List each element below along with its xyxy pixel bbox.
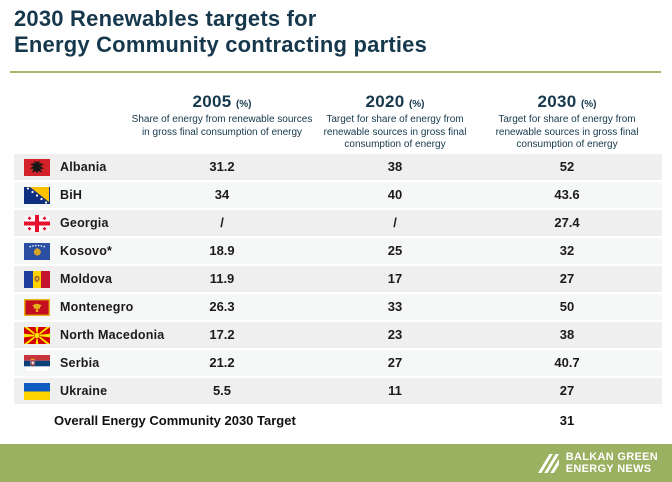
country-name: Albania — [60, 160, 107, 174]
value-2030: 43.6 — [554, 187, 580, 202]
value-2005: 31.2 — [209, 159, 235, 174]
value-2020: 38 — [387, 159, 403, 174]
value-2020: 23 — [387, 327, 403, 342]
table-row-kosovo: Kosovo* 18.9 25 32 — [14, 238, 662, 264]
table-row-montenegro: Montenegro 26.3 33 50 — [14, 294, 662, 320]
brand-text: BALKAN GREEN ENERGY NEWS — [565, 451, 658, 475]
value-2030: 27 — [559, 383, 575, 398]
moldova-flag-icon — [24, 270, 50, 288]
bih-flag-icon — [24, 186, 50, 204]
value-2020: / — [393, 215, 397, 230]
value-2005: 5.5 — [212, 383, 232, 398]
column-description: Target for share of energy from renewabl… — [495, 114, 639, 150]
table-row-albania: Albania 31.2 38 52 — [14, 154, 662, 180]
column-header-2030: 2030 (%) Target for share of energy from… — [475, 92, 659, 152]
value-2030: 40.7 — [554, 355, 580, 370]
country-name: Kosovo* — [60, 244, 113, 258]
table-row-ukraine: Ukraine 5.5 11 27 — [14, 378, 662, 404]
column-year: 2030 — [537, 92, 577, 111]
column-description: Share of energy from renewable sources i… — [131, 114, 313, 138]
value-2005: 17.2 — [209, 327, 235, 342]
value-2030: 27.4 — [554, 215, 580, 230]
albania-flag-icon — [24, 158, 50, 176]
value-2005: 21.2 — [209, 355, 235, 370]
value-2020: 33 — [387, 299, 403, 314]
page-title: 2030 Renewables targets for Energy Commu… — [14, 6, 654, 58]
value-2020: 17 — [387, 271, 403, 286]
page-title-line2: Energy Community contracting parties — [14, 32, 428, 57]
country-name: Montenegro — [60, 300, 134, 314]
country-name: North Macedonia — [60, 328, 165, 342]
value-2005: 34 — [214, 187, 230, 202]
column-unit: (%) — [580, 99, 597, 110]
country-name: BiH — [60, 188, 83, 202]
column-year: 2020 — [365, 92, 405, 111]
title-divider — [10, 71, 661, 73]
value-2030: 32 — [559, 243, 575, 258]
value-2020: 27 — [387, 355, 403, 370]
value-2030: 50 — [559, 299, 575, 314]
column-header-2005: 2005 (%) Share of energy from renewable … — [130, 92, 314, 139]
brand-line1: BALKAN GREEN — [565, 451, 658, 463]
montenegro-flag-icon — [24, 298, 50, 316]
value-2005: 18.9 — [209, 243, 235, 258]
summary-label: Overall Energy Community 2030 Target — [54, 413, 296, 428]
table-row-serbia: Serbia 21.2 27 40.7 — [14, 350, 662, 376]
column-unit: (%) — [235, 99, 252, 110]
brand-logo: BALKAN GREEN ENERGY NEWS — [537, 451, 658, 475]
value-2030: 52 — [559, 159, 575, 174]
table-row-north-macedonia: North Macedonia 17.2 23 38 — [14, 322, 662, 348]
value-2005: / — [220, 215, 224, 230]
value-2030: 27 — [559, 271, 575, 286]
serbia-flag-icon — [24, 354, 50, 372]
kosovo-flag-icon — [24, 242, 50, 260]
country-name: Serbia — [60, 356, 100, 370]
brand-line2: ENERGY NEWS — [565, 462, 652, 475]
country-name: Georgia — [60, 216, 109, 230]
north-macedonia-flag-icon — [24, 326, 50, 344]
value-2020: 11 — [388, 383, 402, 398]
value-2005: 11.9 — [209, 271, 235, 286]
page-title-line1: 2030 Renewables targets for — [14, 6, 317, 31]
country-name: Moldova — [60, 272, 113, 286]
summary-row: Overall Energy Community 2030 Target 31 — [14, 406, 662, 436]
balkan-green-energy-news-icon — [537, 453, 559, 474]
country-name: Ukraine — [60, 384, 108, 398]
column-description: Target for share of energy from renewabl… — [323, 114, 467, 150]
summary-value-2030: 31 — [559, 413, 575, 428]
value-2020: 40 — [387, 187, 403, 202]
column-year: 2005 — [192, 92, 232, 111]
value-2020: 25 — [387, 243, 403, 258]
table-row-moldova: Moldova 11.9 17 27 — [14, 266, 662, 292]
country-table: Albania 31.2 38 52 BiH 34 40 43.6 — [14, 154, 662, 406]
table-row-georgia: Georgia / / 27.4 — [14, 210, 662, 236]
table-row-bih: BiH 34 40 43.6 — [14, 182, 662, 208]
footer-bar: BALKAN GREEN ENERGY NEWS — [0, 444, 672, 482]
column-unit: (%) — [408, 99, 425, 110]
column-header-2020: 2020 (%) Target for share of energy from… — [303, 92, 487, 152]
georgia-flag-icon — [24, 214, 50, 232]
value-2030: 38 — [559, 327, 575, 342]
value-2005: 26.3 — [209, 299, 235, 314]
ukraine-flag-icon — [24, 382, 50, 400]
